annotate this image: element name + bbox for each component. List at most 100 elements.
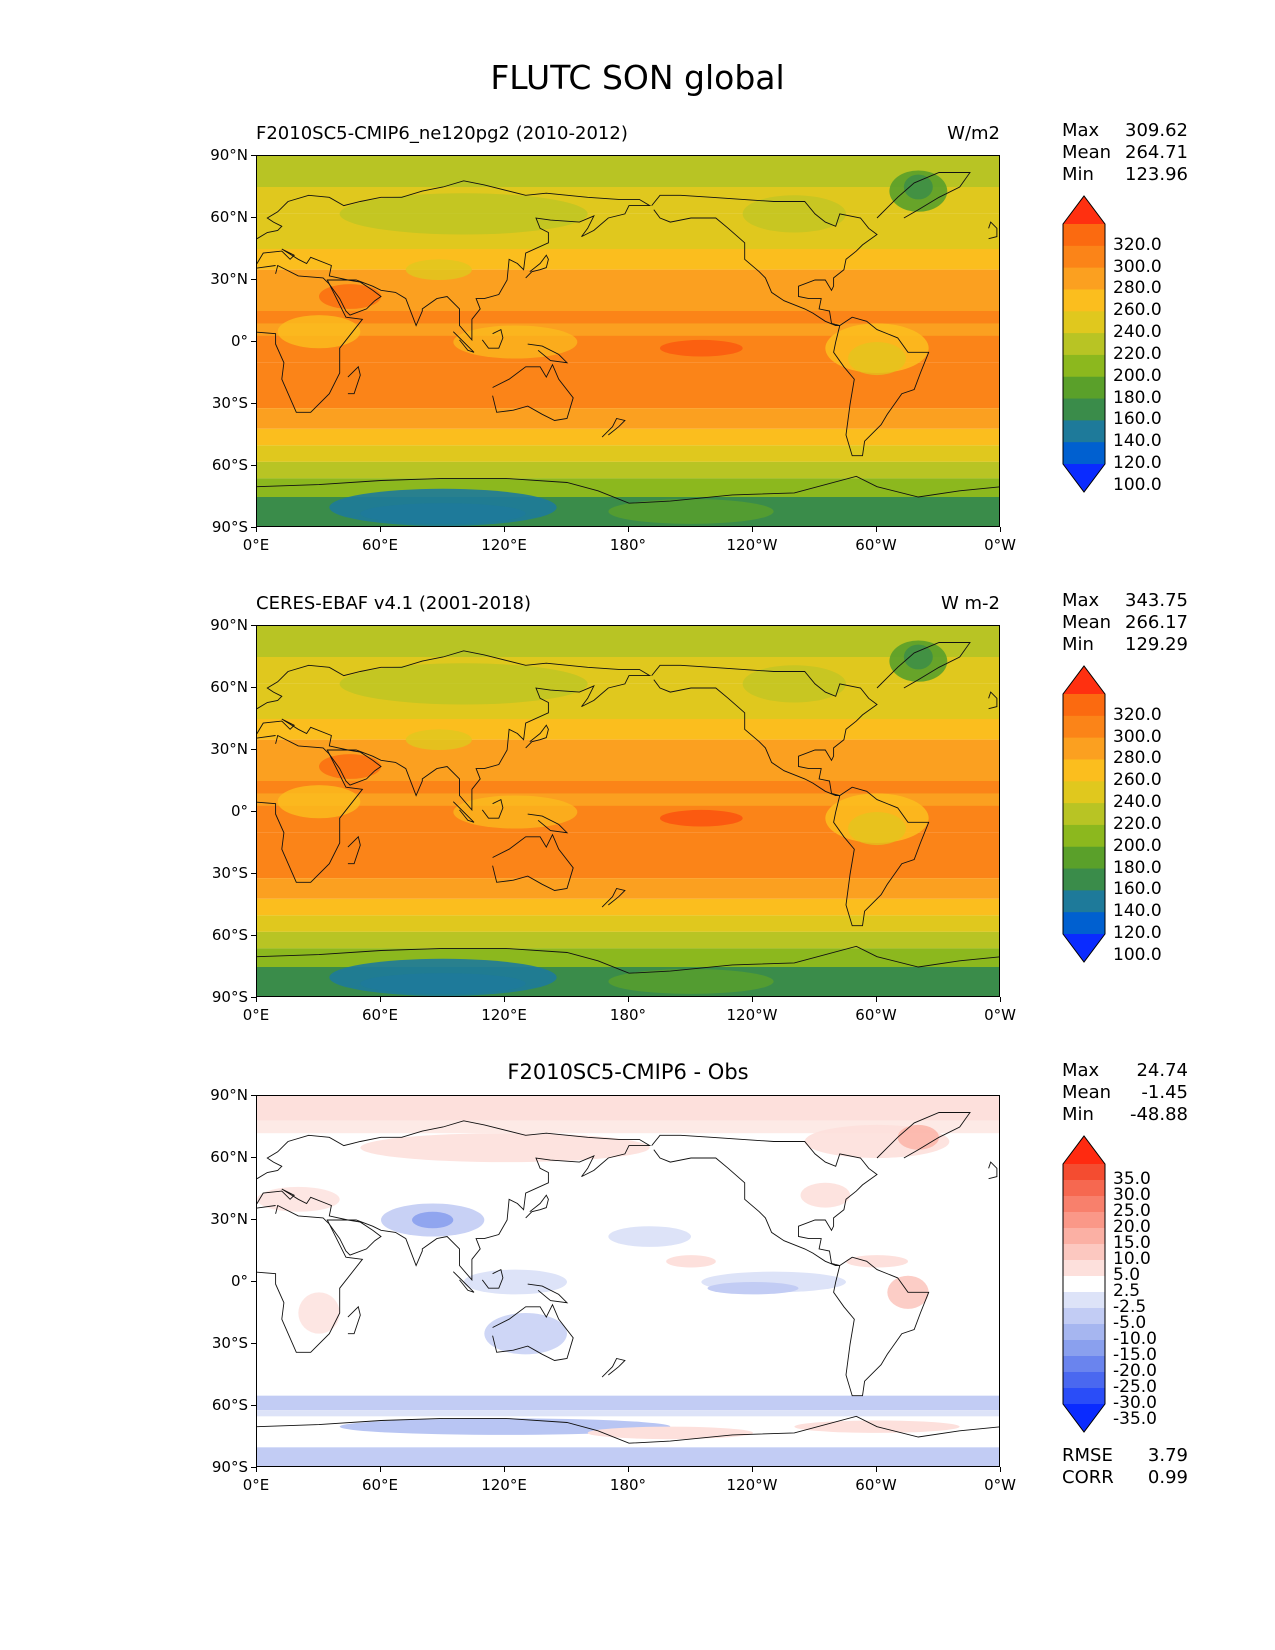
lat-tick-mark (251, 873, 256, 874)
lon-tick-mark (752, 997, 753, 1002)
colorbar-tick-label: 300.0 (1113, 256, 1162, 277)
lon-tick-mark (380, 1467, 381, 1472)
colorbar-tick-label: 280.0 (1113, 278, 1162, 299)
coastline (601, 417, 626, 438)
lon-tick-mark (876, 527, 877, 532)
lat-tick-label: 30°S (211, 394, 248, 412)
colorbar-tick-label: 100.0 (1113, 474, 1162, 495)
lon-tick-mark (752, 1467, 753, 1472)
colorbar-tick-label: 260.0 (1113, 770, 1162, 791)
lat-tick-label: 90°N (210, 1086, 248, 1104)
lon-tick-label: 60°E (361, 1476, 399, 1494)
lon-tick-label: 180° (609, 1476, 647, 1494)
stat-label: CORR (1062, 1467, 1114, 1488)
colorbar-tick-label: 220.0 (1113, 343, 1162, 364)
stat-value: -1.45 (1141, 1082, 1188, 1103)
lon-tick-mark (628, 997, 629, 1002)
contour-map (257, 1096, 999, 1466)
colorbar-tick-label: -20.0 (1113, 1361, 1157, 1381)
colorbar-tick-label: 220.0 (1113, 813, 1162, 834)
colorbar (1062, 1135, 1106, 1437)
colorbar-tick-label: 180.0 (1113, 387, 1162, 408)
coastline (347, 835, 361, 865)
coastline (988, 221, 998, 240)
coastline (527, 1283, 569, 1304)
lat-tick-label: 90°S (211, 518, 248, 536)
coastline (601, 887, 626, 908)
colorbar-tick-label: -2.5 (1113, 1297, 1147, 1317)
lon-tick-mark (256, 997, 257, 1002)
lat-tick-mark (251, 403, 256, 404)
lat-tick-label: 90°N (210, 146, 248, 164)
lon-tick-label: 60°W (855, 1476, 897, 1494)
colorbar-tick-label: 240.0 (1113, 322, 1162, 343)
colorbar-graphic (1062, 1135, 1106, 1433)
colorbar-graphic (1062, 665, 1106, 963)
stat-value: 343.75 (1125, 590, 1188, 611)
lat-tick-mark (251, 625, 256, 626)
colorbar-tick-label: 260.0 (1113, 300, 1162, 321)
panel-center-title: F2010SC5-CMIP6 - Obs (507, 1060, 749, 1084)
stat-label: RMSE (1062, 1445, 1113, 1466)
colorbar-tick-label: -25.0 (1113, 1377, 1157, 1397)
coastline (525, 254, 549, 279)
map-panel (256, 155, 1000, 527)
lon-tick-mark (1000, 1467, 1001, 1472)
colorbar-tick-label: 240.0 (1113, 792, 1162, 813)
coastline (988, 1161, 998, 1180)
lon-tick-mark (504, 997, 505, 1002)
lon-tick-label: 60°W (855, 536, 897, 554)
lat-tick-mark (251, 155, 256, 156)
lon-tick-mark (380, 527, 381, 532)
lat-tick-mark (251, 1281, 256, 1282)
lat-tick-label: 0° (230, 1272, 248, 1290)
stat-label: Mean (1062, 612, 1112, 633)
coastline (651, 194, 878, 326)
colorbar-tick-label: 200.0 (1113, 365, 1162, 386)
colorbar-tick-label: -5.0 (1113, 1313, 1147, 1333)
lat-tick-mark (251, 997, 256, 998)
map-panel (256, 625, 1000, 997)
lat-tick-mark (251, 1405, 256, 1406)
lat-tick-mark (251, 279, 256, 280)
lat-tick-label: 90°S (211, 988, 248, 1006)
coastline (481, 1268, 504, 1289)
panel-units: W/m2 (947, 123, 1000, 144)
lon-tick-mark (628, 527, 629, 532)
figure-title: FLUTC SON global (490, 58, 785, 97)
colorbar-tick-label: 180.0 (1113, 857, 1162, 878)
lat-tick-mark (251, 1095, 256, 1096)
coastline (492, 1303, 574, 1361)
coastline (257, 1415, 999, 1444)
lat-tick-label: 60°S (211, 1396, 248, 1414)
colorbar-tick-label: 100.0 (1113, 944, 1162, 965)
colorbar-tick-label: 10.0 (1113, 1249, 1151, 1269)
colorbar-tick-label: 320.0 (1113, 704, 1162, 725)
lon-tick-mark (1000, 527, 1001, 532)
lat-tick-label: 30°S (211, 1334, 248, 1352)
lat-tick-mark (251, 217, 256, 218)
stat-label: Min (1062, 1104, 1094, 1125)
stat-value: 3.79 (1147, 1445, 1188, 1466)
lon-tick-label: 0°E (242, 1476, 270, 1494)
coastline (833, 1256, 930, 1397)
colorbar-graphic (1062, 195, 1106, 493)
coastline (257, 475, 999, 504)
lon-tick-mark (504, 527, 505, 532)
colorbar-tick-label: 300.0 (1113, 726, 1162, 747)
lat-tick-label: 60°N (210, 208, 248, 226)
colorbar-tick-label: 5.0 (1113, 1265, 1141, 1285)
lon-tick-label: 120°E (481, 1476, 527, 1494)
coastline (492, 833, 574, 891)
lon-tick-mark (876, 997, 877, 1002)
lat-tick-mark (251, 1343, 256, 1344)
colorbar-tick-label: 140.0 (1113, 901, 1162, 922)
lat-tick-label: 30°N (210, 740, 248, 758)
colorbar-tick-label: 160.0 (1113, 879, 1162, 900)
coastline (527, 813, 569, 834)
coastline (601, 1357, 626, 1378)
colorbar-tick-label: -30.0 (1113, 1393, 1157, 1413)
coastline (833, 786, 930, 927)
coastline (257, 650, 652, 812)
coastline (257, 264, 364, 413)
